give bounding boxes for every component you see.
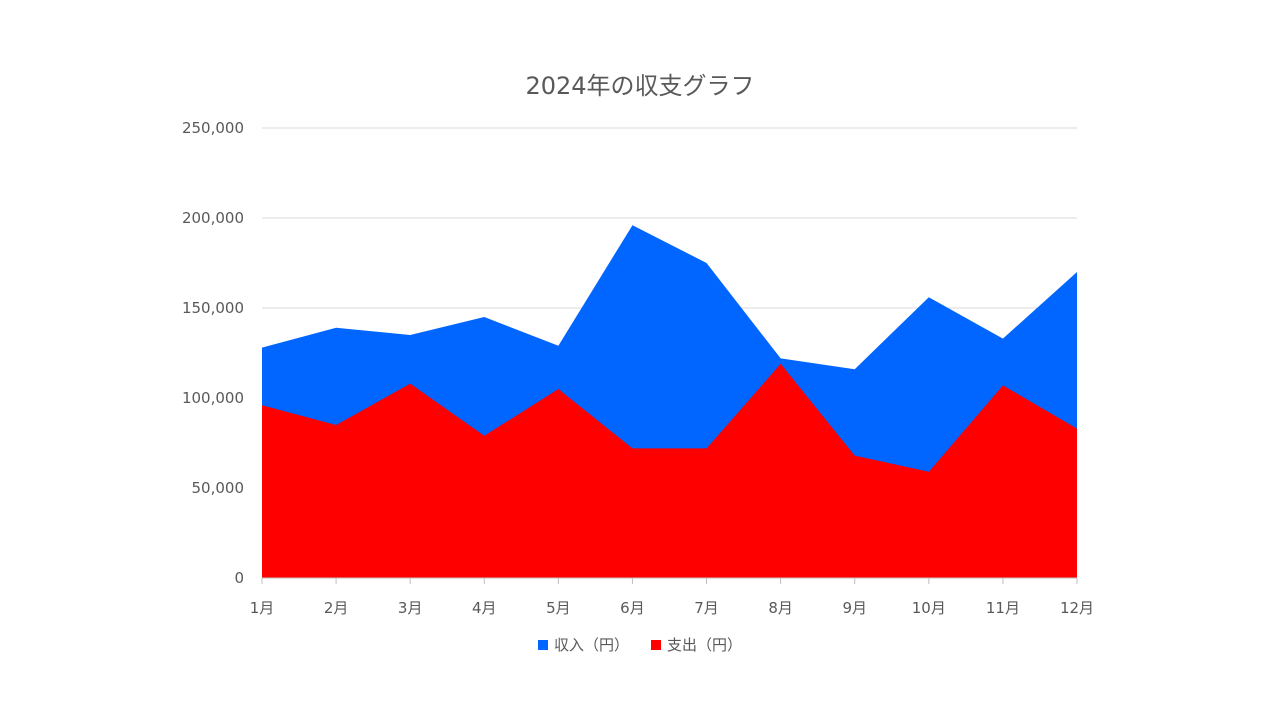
legend-item-income[interactable]: 収入（円） bbox=[537, 634, 629, 655]
legend-swatch-income bbox=[537, 639, 548, 650]
x-tick-label: 3月 bbox=[398, 599, 423, 617]
x-axis bbox=[261, 577, 1078, 584]
area-series-group bbox=[262, 225, 1077, 578]
area-series-expense[interactable] bbox=[262, 363, 1077, 578]
x-tick-label: 4月 bbox=[472, 599, 497, 617]
y-tick-label: 200,000 bbox=[182, 209, 244, 227]
x-tick-label: 11月 bbox=[986, 599, 1020, 617]
y-tick-label: 150,000 bbox=[182, 299, 244, 317]
legend-label-income: 収入（円） bbox=[553, 636, 629, 654]
x-tick-label: 10月 bbox=[912, 599, 946, 617]
chart-title: 2024年の収支グラフ bbox=[525, 72, 755, 100]
legend: 収入（円） 支出（円） bbox=[0, 634, 1280, 655]
x-tick-label: 5月 bbox=[546, 599, 571, 617]
legend-item-expense[interactable]: 支出（円） bbox=[651, 634, 742, 655]
x-axis-tick-labels: 1月 2月 3月 4月 5月 6月 7月 8月 9月 10月 11月 12月 bbox=[250, 599, 1094, 617]
y-tick-label: 0 bbox=[234, 569, 244, 587]
x-tick-label: 7月 bbox=[694, 599, 719, 617]
legend-swatch-expense bbox=[651, 639, 661, 650]
x-tick-label: 1月 bbox=[250, 599, 275, 617]
legend-label-expense: 支出（円） bbox=[667, 636, 743, 654]
x-tick-label: 8月 bbox=[768, 599, 793, 617]
x-tick-label: 2月 bbox=[324, 599, 349, 617]
y-axis-tick-labels: 0 50,000 100,000 150,000 200,000 250,000 bbox=[182, 119, 244, 587]
x-tick-label: 9月 bbox=[842, 599, 867, 617]
x-tick-label: 12月 bbox=[1060, 599, 1094, 617]
y-tick-label: 50,000 bbox=[192, 479, 245, 497]
y-tick-label: 250,000 bbox=[182, 119, 244, 137]
y-tick-label: 100,000 bbox=[182, 389, 244, 407]
x-tick-label: 6月 bbox=[620, 599, 645, 617]
